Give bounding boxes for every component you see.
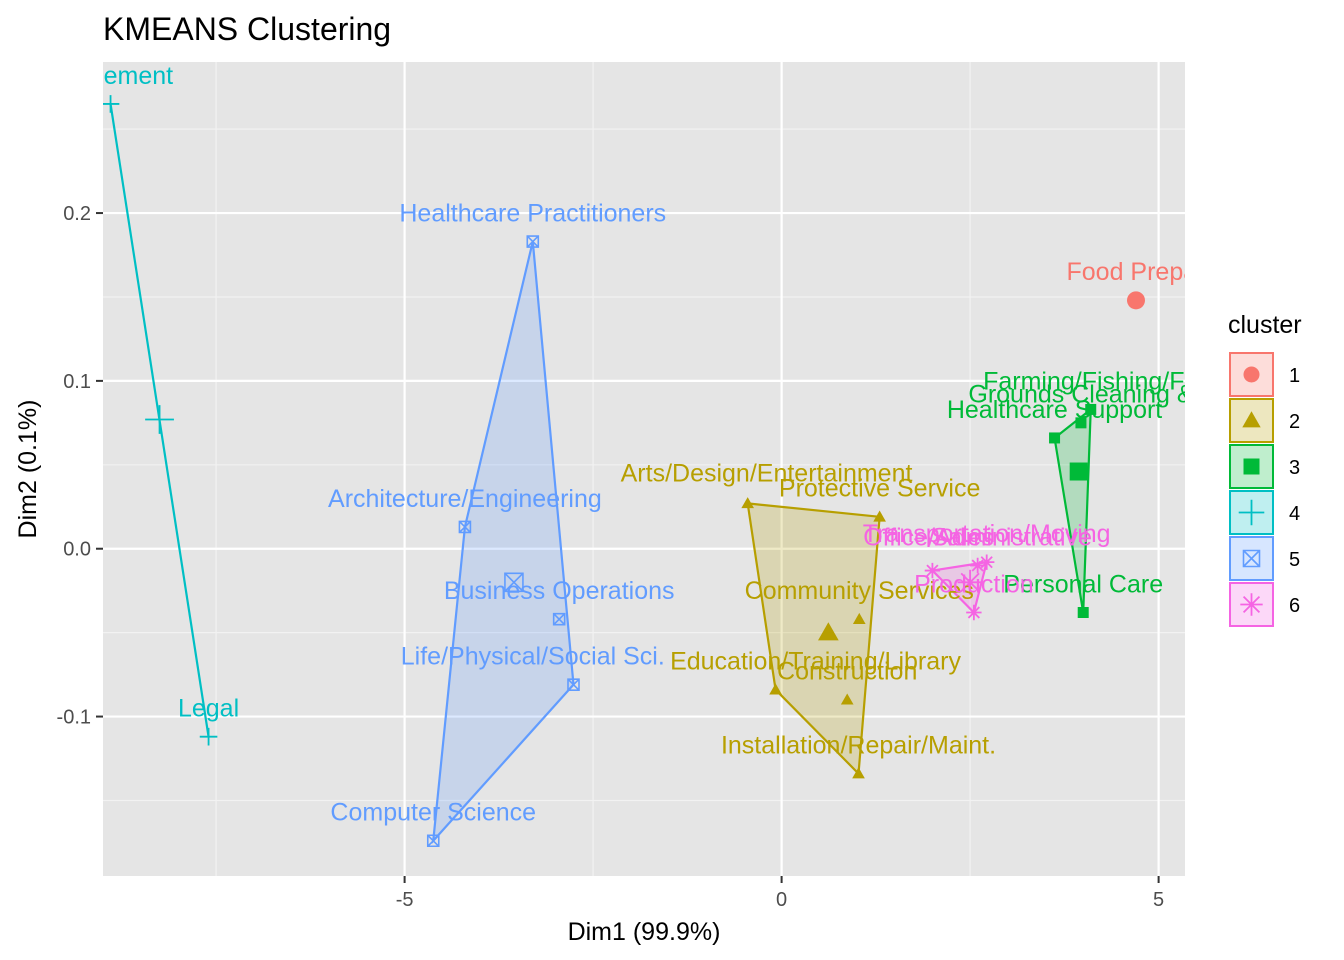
legend-label-6: 6 bbox=[1289, 595, 1300, 617]
cluster-4-centroid bbox=[145, 405, 174, 434]
grid-lines bbox=[103, 62, 1185, 876]
axis-ticks: -5 0 5 -0.1 0.0 0.1 0.2 bbox=[57, 203, 1165, 911]
legend-symbol-4 bbox=[1238, 499, 1265, 526]
point-label: Healthcare Support bbox=[947, 396, 1162, 424]
point-labels: Food Prepar Arts/Design/EntertainmentProt… bbox=[48, 62, 1206, 827]
legend: cluster 1 2 3 4 5 6 bbox=[1228, 311, 1302, 627]
cluster-2-point bbox=[769, 683, 782, 695]
legend-symbol-5 bbox=[1242, 549, 1261, 568]
cluster-5-point bbox=[552, 612, 566, 626]
cluster-4-point bbox=[199, 727, 218, 746]
cluster-6-point bbox=[966, 604, 982, 621]
point-label: Personal Care bbox=[1003, 570, 1163, 598]
cluster-3-point bbox=[1077, 606, 1089, 618]
point-label: Transportation/Moving bbox=[863, 520, 1111, 548]
point-label: Office/Administrative bbox=[863, 523, 1092, 551]
cluster-5-point bbox=[458, 520, 472, 534]
legend-label-3: 3 bbox=[1289, 457, 1300, 479]
cluster-2-point bbox=[741, 497, 755, 509]
point-label: Healthcare Practitioners bbox=[399, 199, 666, 227]
point-label: Education/Training/Library bbox=[670, 648, 961, 676]
cluster-2-point bbox=[852, 612, 866, 624]
cluster-6-point bbox=[924, 562, 941, 579]
cluster-3-centroid bbox=[1069, 462, 1088, 481]
point-label: Construction bbox=[777, 658, 917, 686]
y-tick-label: 0.1 bbox=[63, 371, 91, 393]
y-tick-label: -0.1 bbox=[57, 707, 91, 729]
point-label: Food Prepar bbox=[1067, 258, 1206, 286]
cluster-3-point bbox=[1075, 417, 1087, 429]
point-label: Arts/Design/Entertainment bbox=[621, 460, 913, 488]
legend-label-4: 4 bbox=[1289, 503, 1300, 525]
cluster-3-hull bbox=[1053, 407, 1092, 613]
legend-label-1: 1 bbox=[1289, 365, 1300, 387]
y-tick-label: 0.0 bbox=[63, 539, 91, 561]
point-label: Installation/Repair/Maint. bbox=[721, 731, 996, 759]
x-tick-label: 0 bbox=[776, 889, 787, 911]
point-label: anagement bbox=[48, 62, 173, 90]
x-tick-label: -5 bbox=[396, 889, 414, 911]
legend-symbol-6 bbox=[1240, 593, 1263, 616]
cluster-6-point bbox=[969, 557, 986, 574]
point-label: Community Services bbox=[745, 577, 974, 605]
cluster-3-point bbox=[1085, 403, 1097, 415]
cluster-5-point bbox=[426, 834, 440, 848]
point-label: Grounds Cleaning & bbox=[968, 381, 1193, 409]
point-label: Farming/Fishing/Fo bbox=[983, 367, 1198, 395]
cluster-4-point bbox=[103, 95, 120, 113]
point-label: Architecture/Engineering bbox=[328, 485, 602, 513]
cluster-2-centroid bbox=[818, 622, 839, 641]
cluster-2-point bbox=[873, 510, 886, 522]
plot-panel bbox=[103, 62, 1185, 876]
point-label: Business Operations bbox=[444, 577, 675, 605]
cluster-2-point bbox=[852, 767, 865, 779]
cluster-5-point bbox=[526, 235, 540, 248]
cluster-6-point bbox=[978, 554, 995, 570]
legend-title: cluster bbox=[1228, 311, 1302, 339]
cluster-3-point bbox=[1049, 432, 1061, 444]
point-label: Computer Science bbox=[330, 799, 536, 827]
y-axis-title: Dim2 (0.1%) bbox=[14, 400, 42, 539]
chart-title: KMEANS Clustering bbox=[103, 11, 391, 47]
cluster-hulls bbox=[109, 103, 1092, 844]
point-label: Sales bbox=[931, 523, 994, 551]
point-label: Protective Service bbox=[779, 475, 980, 503]
x-tick-label: 5 bbox=[1153, 889, 1164, 911]
legend-symbol-2 bbox=[1242, 411, 1261, 428]
point-label: Legal bbox=[178, 695, 239, 723]
cluster-5-centroid bbox=[504, 572, 524, 593]
point-label: Life/Physical/Social Sci. bbox=[401, 643, 665, 671]
x-axis-title: Dim1 (99.9%) bbox=[568, 918, 721, 946]
legend-label-2: 2 bbox=[1289, 411, 1300, 433]
point-label: Production bbox=[914, 570, 1034, 598]
data-points bbox=[103, 95, 1145, 848]
cluster-1-centroid bbox=[1126, 291, 1145, 310]
cluster-6-hull bbox=[930, 560, 989, 615]
legend-symbol-1 bbox=[1243, 366, 1260, 383]
legend-label-5: 5 bbox=[1289, 549, 1300, 571]
cluster-2-point bbox=[840, 693, 854, 705]
cluster-5-point bbox=[567, 678, 580, 691]
y-tick-label: 0.2 bbox=[63, 203, 91, 225]
legend-symbol-3 bbox=[1243, 458, 1260, 475]
cluster-6-centroid bbox=[957, 569, 983, 595]
